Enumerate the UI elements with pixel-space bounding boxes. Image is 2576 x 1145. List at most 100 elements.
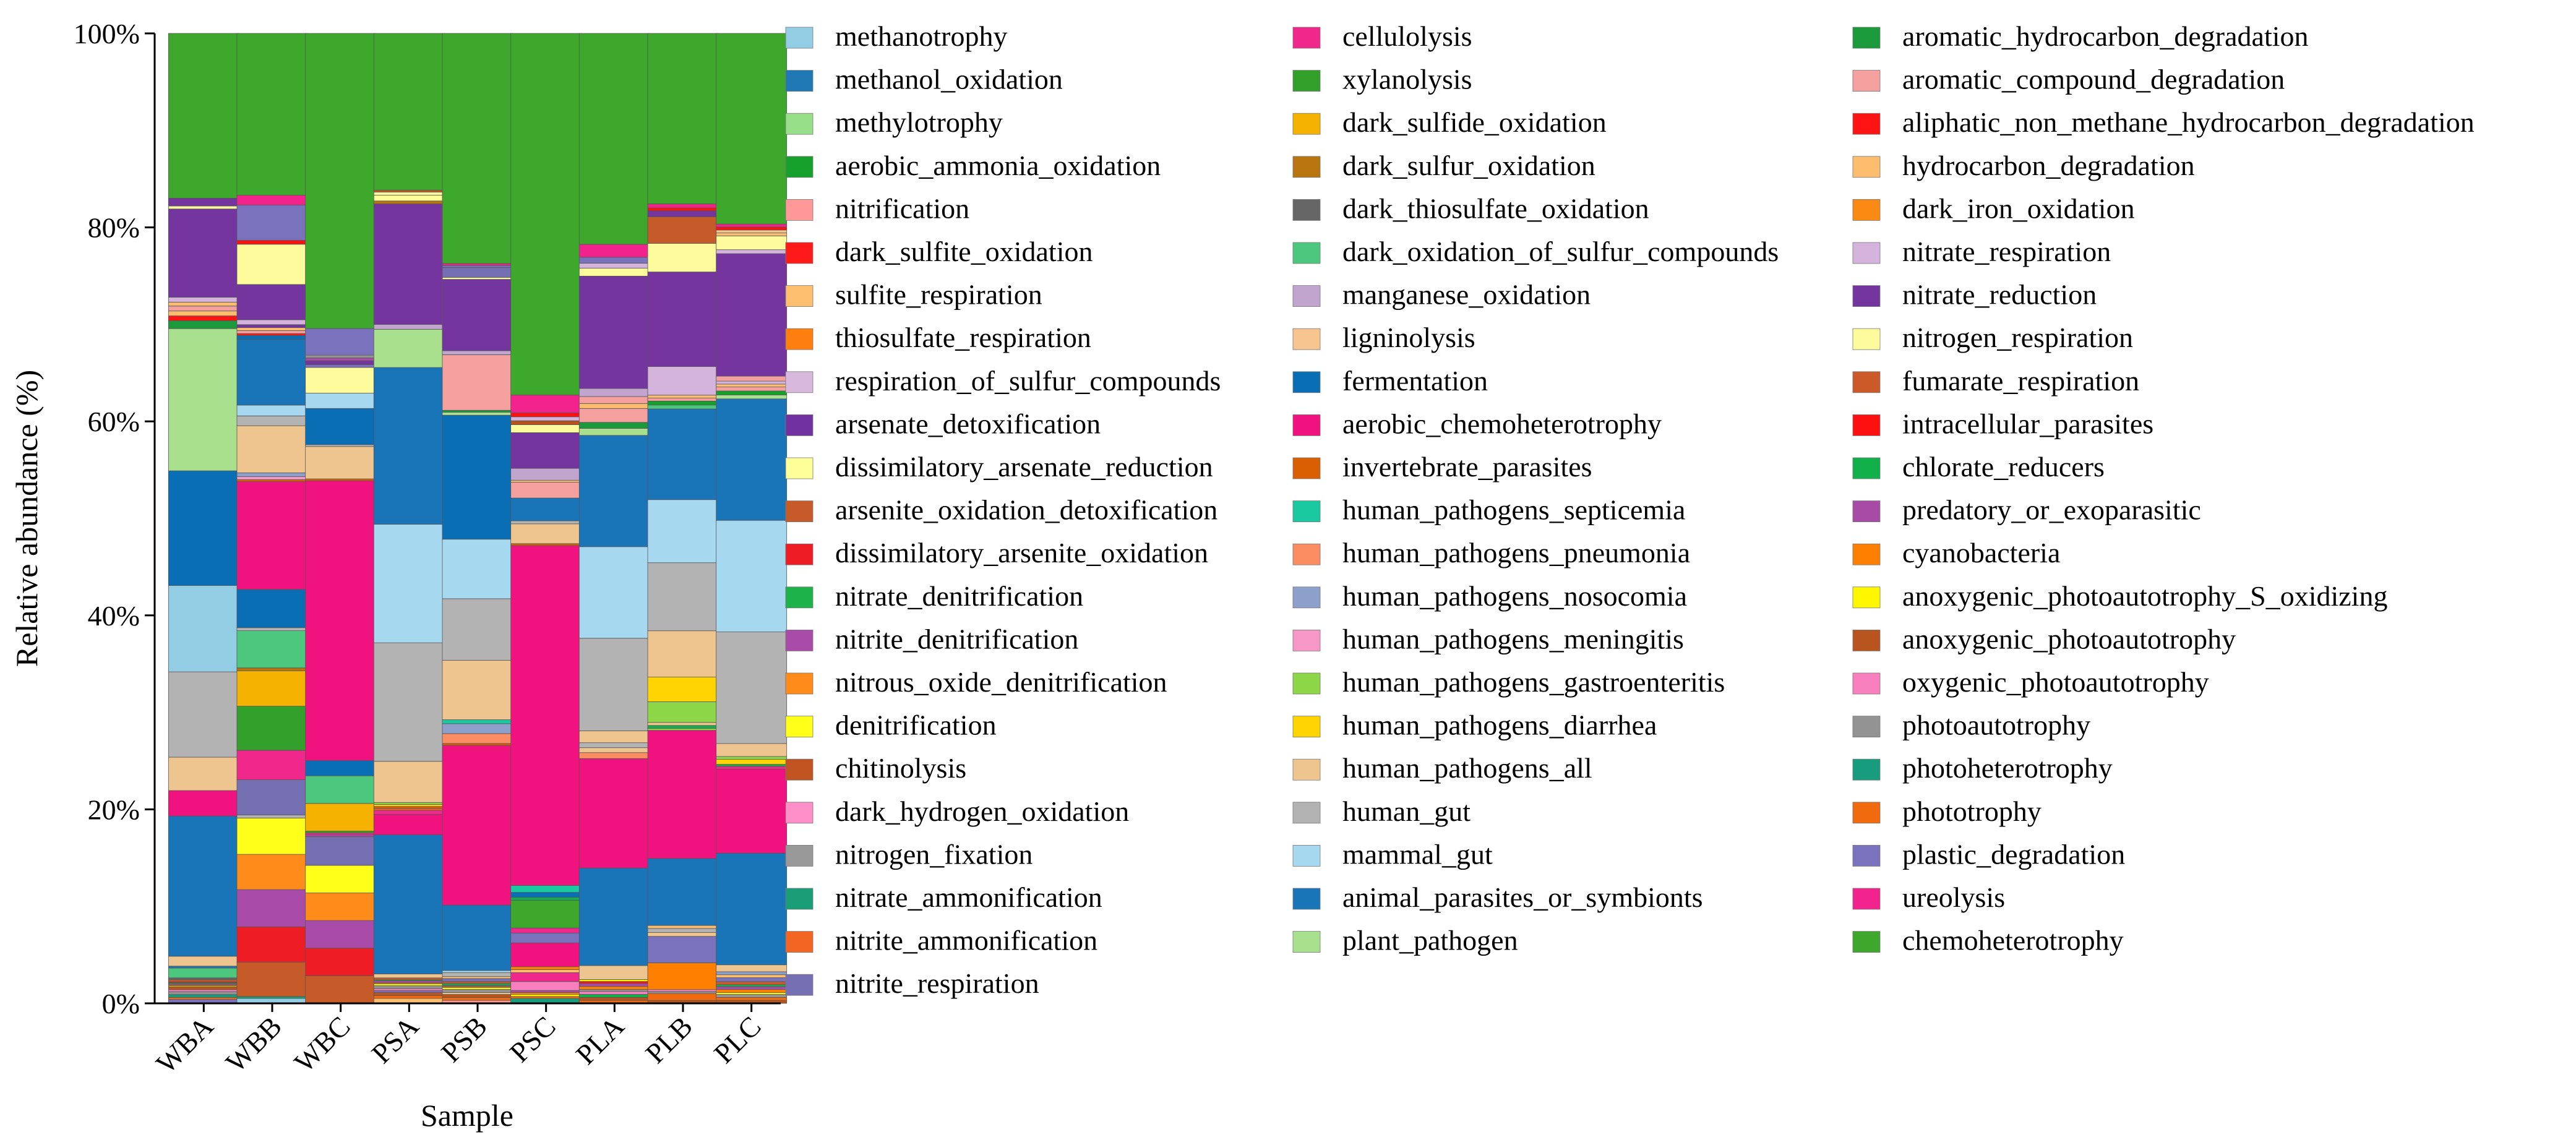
bar-segment-wbb-21 xyxy=(236,415,308,426)
bar-segment-pla-19 xyxy=(578,428,650,436)
bar-segment-psa-28 xyxy=(373,192,445,195)
y-tick-label-100: 100% xyxy=(74,18,140,49)
bar-segment-wba-30 xyxy=(168,205,239,210)
bar-segment-plc-21 xyxy=(716,398,788,521)
bar-segment-wbb-30 xyxy=(236,284,308,320)
bar-segment-pla-24 xyxy=(578,388,650,397)
bar-segment-plb-10 xyxy=(647,730,719,859)
legend-swatch-nitrate-ammonification xyxy=(785,888,814,910)
bar-segment-plb-15 xyxy=(647,677,719,702)
bar-segment-wbb-18 xyxy=(236,476,308,480)
bar-segment-psb-30 xyxy=(442,267,513,278)
bar-segment-wba-18 xyxy=(168,757,239,791)
legend-swatch-nitrate-respiration xyxy=(1852,242,1881,264)
bar-segment-psa-18 xyxy=(373,802,445,805)
bar-segment-plc-12 xyxy=(716,852,788,966)
bar-segment-pla-6 xyxy=(578,983,650,987)
legend-swatch-dark-sulfite-oxidation xyxy=(785,242,814,264)
bar-segment-wbc-4 xyxy=(305,865,377,893)
bar-segment-plc-4 xyxy=(716,989,788,993)
legend-swatch-ureolysis xyxy=(1852,888,1881,910)
bar-segment-psc-22 xyxy=(510,479,582,482)
bar-segment-wbb-3 xyxy=(236,926,308,963)
legend-swatch-methanol-oxidation xyxy=(785,70,814,92)
bar-segment-plc-28 xyxy=(716,253,788,377)
legend-label-dark-oxidation-of-sulfur-compounds: dark_oxidation_of_sulfur_compounds xyxy=(1342,236,1779,267)
bar-segment-pla-3 xyxy=(578,991,650,995)
bar-segment-plb-12 xyxy=(647,725,719,729)
legend-label-methanol-oxidation: methanol_oxidation xyxy=(835,64,1063,95)
bar-segment-psc-6 xyxy=(510,972,582,982)
bar-segment-wba-27 xyxy=(168,301,239,307)
legend-label-plastic-degradation: plastic_degradation xyxy=(1902,838,2125,870)
bar-segment-plc-2 xyxy=(716,994,788,998)
bar-segment-plb-27 xyxy=(647,216,719,244)
legend-label-ligninolysis: ligninolysis xyxy=(1342,322,1475,353)
legend-swatch-fermentation xyxy=(1292,371,1321,393)
legend-swatch-nitrogen-respiration xyxy=(1852,328,1881,350)
bar-segment-psa-13 xyxy=(373,813,445,836)
bar-segment-plb-6 xyxy=(647,932,719,937)
legend-swatch-arsenite-oxidation-detoxification xyxy=(785,500,814,522)
legend-swatch-methylotrophy xyxy=(785,113,814,135)
bar-segment-wba-16 xyxy=(168,815,239,957)
bar-segment-plc-14 xyxy=(716,766,788,770)
bar-segment-wbb-12 xyxy=(236,667,308,672)
bar-segment-plc-27 xyxy=(716,375,788,382)
legend-label-sulfite-respiration: sulfite_respiration xyxy=(835,279,1042,311)
bar-segment-pla-9 xyxy=(578,965,650,980)
bar-segment-pla-26 xyxy=(578,268,650,277)
bar-segment-wba-20 xyxy=(168,585,239,672)
legend-swatch-aerobic-chemoheterotrophy xyxy=(1292,414,1321,436)
legend-label-human-gut: human_gut xyxy=(1342,795,1470,827)
legend-swatch-dark-oxidation-of-sulfur-compounds xyxy=(1292,242,1321,264)
bar-segment-pla-13 xyxy=(578,747,650,753)
bar-segment-psc-30 xyxy=(510,33,582,395)
bar-segment-psa-27 xyxy=(373,194,445,202)
bar-segment-psa-20 xyxy=(373,642,445,762)
bar-segment-pla-5 xyxy=(578,986,650,990)
bar-segment-plb-18 xyxy=(647,499,719,564)
bar-segment-wbc-23 xyxy=(305,328,377,356)
bar-segment-psa-6 xyxy=(373,983,445,986)
bar-segment-psb-16 xyxy=(442,743,513,746)
legend-label-anoxygenic-photoautotrophy-S-oxidizing: anoxygenic_photoautotrophy_S_oxidizing xyxy=(1902,580,2387,612)
bar-segment-psc-13 xyxy=(510,897,582,901)
bar-segment-psb-18 xyxy=(442,723,513,734)
bar-segment-wbb-11 xyxy=(236,671,308,706)
legend-swatch-human-pathogens-septicemia xyxy=(1292,500,1321,522)
bar-segment-psb-9 xyxy=(442,981,513,984)
bar-segment-psb-13 xyxy=(442,970,513,973)
bar-segment-psc-21 xyxy=(510,482,582,499)
bar-segment-wba-15 xyxy=(168,956,239,967)
bar-segment-psc-11 xyxy=(510,927,582,933)
bar-segment-wbb-14 xyxy=(236,627,308,631)
y-tick-label-60: 60% xyxy=(88,406,140,437)
legend-swatch-human-pathogens-gastroenteritis xyxy=(1292,672,1321,695)
legend-swatch-mammal-gut xyxy=(1292,845,1321,867)
bar-segment-plc-3 xyxy=(716,992,788,995)
bar-segment-psa-17 xyxy=(373,804,445,807)
bar-segment-wbc-19 xyxy=(305,364,377,368)
bar-segment-wbb-15 xyxy=(236,589,308,628)
legend-swatch-dark-sulfur-oxidation xyxy=(1292,156,1321,178)
bar-segment-psb-26 xyxy=(442,354,513,411)
legend-swatch-cellulolysis xyxy=(1292,27,1321,49)
legend-label-dissimilatory-arsenate-reduction: dissimilatory_arsenate_reduction xyxy=(835,451,1213,482)
bar-segment-pla-15 xyxy=(578,731,650,744)
legend-label-photoautotrophy: photoautotrophy xyxy=(1902,710,2090,741)
legend-swatch-predatory-or-exoparasitic xyxy=(1852,500,1881,522)
bar-segment-wba-4 xyxy=(168,989,239,992)
bar-segment-plb-19 xyxy=(647,408,719,500)
legend-swatch-invertebrate-parasites xyxy=(1292,457,1321,479)
legend-swatch-nitrite-ammonification xyxy=(785,931,814,953)
bar-segment-wbb-29 xyxy=(236,319,308,325)
legend-swatch-hydrocarbon-degradation xyxy=(1852,156,1881,178)
bar-segment-plc-5 xyxy=(716,986,788,990)
bar-segment-wba-22 xyxy=(168,328,239,471)
bar-segment-plc-24 xyxy=(716,387,788,392)
y-tick-label-20: 20% xyxy=(88,794,140,825)
legend-label-nitrogen-fixation: nitrogen_fixation xyxy=(835,838,1033,870)
bar-segment-plc-11 xyxy=(716,964,788,972)
legend-swatch-respiration-of-sulfur-compounds xyxy=(785,371,814,393)
